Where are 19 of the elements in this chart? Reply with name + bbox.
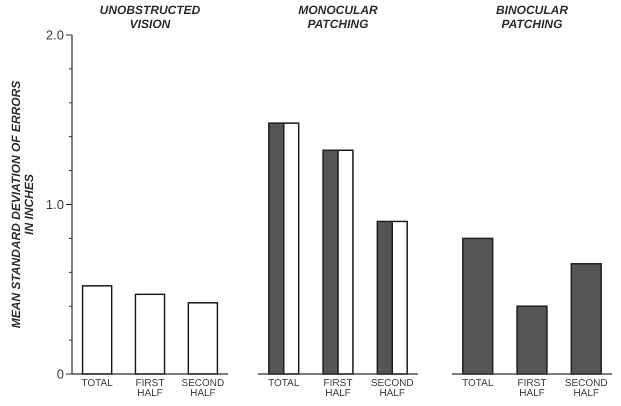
chart-title: MONOCULAR PATCHING	[298, 3, 378, 31]
bar	[188, 302, 218, 375]
x-tick-label: SECOND HALF	[370, 378, 414, 399]
bar	[134, 294, 166, 375]
x-tick-label: TOTAL	[268, 378, 300, 389]
x-tick-label: TOTAL	[81, 378, 114, 389]
y-tick-label: 0	[56, 366, 64, 382]
y-tick-label: 2.0	[46, 28, 64, 43]
chart-title: UNOBSTRUCTED VISION	[100, 3, 201, 31]
x-tick-label: SECOND HALF	[564, 378, 608, 399]
bar	[82, 285, 112, 375]
y-axis-title: MEAN STANDARD DEVIATION OF ERRORS IN INCHES	[9, 80, 36, 328]
y-tick-label: 1.0	[46, 197, 64, 212]
x-tick-label: FIRST HALF	[324, 378, 352, 399]
x-tick-label: FIRST HALF	[518, 378, 546, 399]
x-tick-label: TOTAL	[462, 378, 494, 389]
x-tick-label: FIRST HALF	[136, 378, 164, 399]
chart-title: BINOCULAR PATCHING	[496, 3, 568, 31]
x-tick-label: SECOND HALF	[181, 378, 224, 399]
